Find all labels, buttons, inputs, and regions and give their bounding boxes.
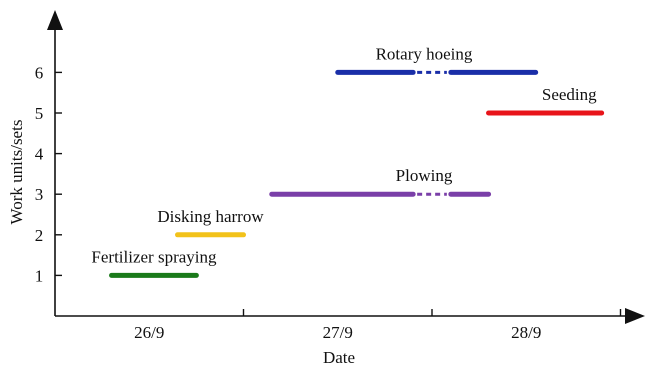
- task-label: Rotary hoeing: [376, 44, 473, 63]
- y-tick-label: 6: [35, 63, 44, 82]
- y-axis-arrow-icon: [47, 10, 63, 30]
- axis-ticks: 1 2 3 4 5 6 26/9 27/9 28/9: [35, 63, 622, 342]
- y-axis-title: Work units/sets: [7, 120, 26, 225]
- task-label: Plowing: [396, 166, 453, 185]
- y-tick-label: 3: [35, 185, 44, 204]
- task-label: Fertilizer spraying: [91, 247, 217, 266]
- task-label: Disking harrow: [157, 207, 264, 226]
- y-tick-label: 2: [35, 226, 44, 245]
- y-tick-label: 5: [35, 104, 44, 123]
- x-axis-title: Date: [323, 348, 355, 367]
- y-tick-label: 4: [35, 145, 44, 164]
- x-axis-arrow-icon: [625, 308, 645, 324]
- task-label: Seeding: [542, 85, 597, 104]
- y-tick-label: 1: [35, 266, 44, 285]
- task-bars: [109, 69, 605, 278]
- x-tick-label: 28/9: [511, 323, 541, 342]
- x-tick-label: 26/9: [134, 323, 164, 342]
- x-tick-label: 27/9: [323, 323, 353, 342]
- task-labels: Fertilizer spraying Disking harrow Plowing…: [91, 44, 597, 266]
